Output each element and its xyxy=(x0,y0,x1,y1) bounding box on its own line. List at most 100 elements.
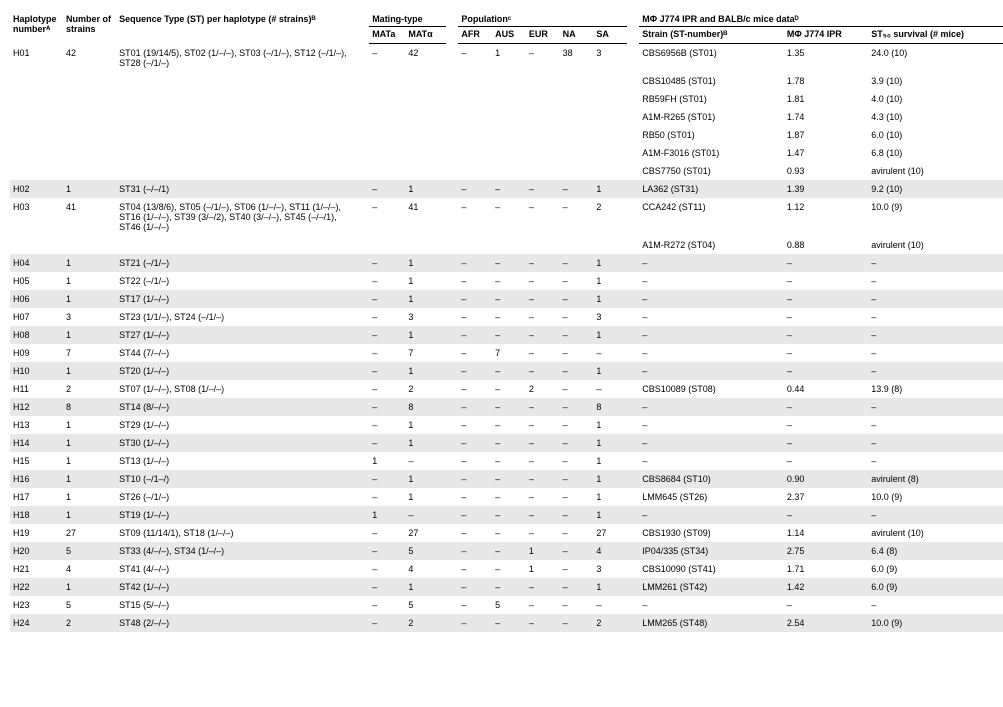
cell-na: – xyxy=(560,398,594,416)
cell-strain: CBS10089 (ST08) xyxy=(639,380,784,398)
table-row: H141ST30 (1/–/–)–1––––1––– xyxy=(10,434,1003,452)
table-row: H171ST26 (–/1/–)–1––––1LMM645 (ST26)2.37… xyxy=(10,488,1003,506)
spacer xyxy=(627,578,639,596)
cell-ipr: – xyxy=(784,362,868,380)
cell-hap xyxy=(10,126,63,144)
spacer xyxy=(446,398,458,416)
cell-matalpha: 41 xyxy=(405,198,446,236)
cell-ipr: 2.37 xyxy=(784,488,868,506)
col-mata: MATa xyxy=(369,27,405,44)
cell-strain: RB59FH (ST01) xyxy=(639,90,784,108)
cell-eur: 1 xyxy=(526,542,560,560)
spacer xyxy=(357,254,369,272)
cell-num: 2 xyxy=(63,614,116,632)
cell-num xyxy=(63,126,116,144)
spacer xyxy=(627,398,639,416)
cell-hap: H23 xyxy=(10,596,63,614)
cell-surv: – xyxy=(868,452,1003,470)
cell-na: – xyxy=(560,452,594,470)
cell-mata: – xyxy=(369,362,405,380)
cell-strain: IP04/335 (ST34) xyxy=(639,542,784,560)
cell-num: 1 xyxy=(63,272,116,290)
cell-hap: H14 xyxy=(10,434,63,452)
spacer xyxy=(446,290,458,308)
cell-na: – xyxy=(560,180,594,198)
cell-surv: avirulent (10) xyxy=(868,524,1003,542)
cell-strain: – xyxy=(639,254,784,272)
cell-hap: H17 xyxy=(10,488,63,506)
spacer xyxy=(627,380,639,398)
cell-matalpha: 2 xyxy=(405,380,446,398)
spacer xyxy=(357,416,369,434)
cell-hap: H09 xyxy=(10,344,63,362)
cell-afr xyxy=(458,162,492,180)
cell-ipr: – xyxy=(784,326,868,344)
cell-st: ST22 (–/1/–) xyxy=(116,272,357,290)
table-row: H112ST07 (1/–/–), ST08 (1/–/–)–2––2––CBS… xyxy=(10,380,1003,398)
cell-eur: – xyxy=(526,308,560,326)
spacer xyxy=(357,90,369,108)
col-mating: Mating-type xyxy=(369,10,446,27)
cell-num: 1 xyxy=(63,290,116,308)
cell-surv: – xyxy=(868,506,1003,524)
cell-aus: – xyxy=(492,398,526,416)
cell-aus: – xyxy=(492,524,526,542)
cell-afr xyxy=(458,126,492,144)
spacer xyxy=(446,416,458,434)
cell-st: ST20 (1/–/–) xyxy=(116,362,357,380)
cell-na: – xyxy=(560,560,594,578)
spacer xyxy=(627,290,639,308)
spacer xyxy=(627,470,639,488)
spacer xyxy=(446,236,458,254)
spacer xyxy=(627,362,639,380)
cell-na: – xyxy=(560,470,594,488)
spacer xyxy=(627,326,639,344)
cell-hap: H02 xyxy=(10,180,63,198)
cell-eur: 2 xyxy=(526,380,560,398)
cell-strain: LMM645 (ST26) xyxy=(639,488,784,506)
cell-num: 5 xyxy=(63,596,116,614)
cell-afr xyxy=(458,144,492,162)
cell-num: 5 xyxy=(63,542,116,560)
cell-st xyxy=(116,162,357,180)
table-row: RB50 (ST01)1.876.0 (10) xyxy=(10,126,1003,144)
cell-matalpha: 8 xyxy=(405,398,446,416)
cell-num xyxy=(63,108,116,126)
cell-aus: – xyxy=(492,434,526,452)
cell-mata: – xyxy=(369,614,405,632)
spacer xyxy=(446,488,458,506)
spacer xyxy=(357,596,369,614)
cell-num: 27 xyxy=(63,524,116,542)
cell-ipr: 1.78 xyxy=(784,72,868,90)
spacer xyxy=(627,488,639,506)
cell-na: – xyxy=(560,198,594,236)
spacer xyxy=(627,506,639,524)
cell-hap: H18 xyxy=(10,506,63,524)
spacer xyxy=(357,44,369,72)
cell-st: ST31 (–/–/1) xyxy=(116,180,357,198)
cell-mata: – xyxy=(369,542,405,560)
table-row: H051ST22 (–/1/–)–1––––1––– xyxy=(10,272,1003,290)
cell-eur xyxy=(526,236,560,254)
cell-surv: 9.2 (10) xyxy=(868,180,1003,198)
cell-surv: – xyxy=(868,362,1003,380)
cell-aus xyxy=(492,144,526,162)
cell-hap: H07 xyxy=(10,308,63,326)
cell-mata xyxy=(369,236,405,254)
spacer xyxy=(446,362,458,380)
cell-afr: – xyxy=(458,344,492,362)
cell-mata: – xyxy=(369,290,405,308)
cell-surv: 10.0 (9) xyxy=(868,198,1003,236)
cell-strain: LA362 (ST31) xyxy=(639,180,784,198)
cell-strain: – xyxy=(639,362,784,380)
cell-ipr: – xyxy=(784,398,868,416)
cell-afr xyxy=(458,236,492,254)
cell-st: ST19 (1/–/–) xyxy=(116,506,357,524)
cell-eur: – xyxy=(526,614,560,632)
cell-mata: – xyxy=(369,596,405,614)
cell-mata: – xyxy=(369,578,405,596)
cell-eur xyxy=(526,126,560,144)
cell-eur xyxy=(526,90,560,108)
cell-mata xyxy=(369,108,405,126)
cell-matalpha: 3 xyxy=(405,308,446,326)
